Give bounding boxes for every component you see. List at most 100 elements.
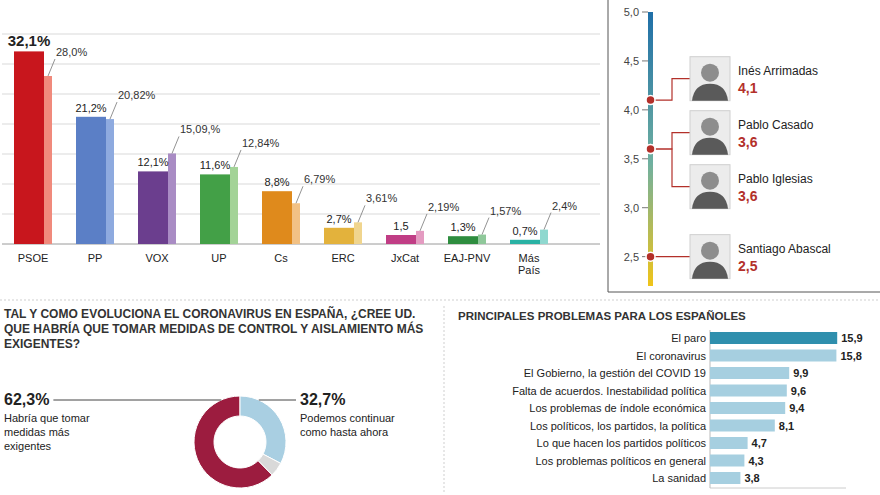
data-label: 15,8 — [840, 350, 861, 362]
category-label: Los problemas políticos en general — [535, 455, 706, 467]
category-label: Los políticos, los partidos, la política — [530, 420, 707, 432]
bar — [710, 367, 789, 379]
separator — [444, 306, 445, 492]
data-label: 2,5 — [738, 258, 758, 274]
photo-body — [692, 262, 728, 279]
category-label: JxCat — [391, 252, 419, 264]
photo-head — [701, 242, 719, 260]
axis-line — [710, 488, 846, 489]
dots — [646, 96, 655, 262]
leader-name: Santiago Abascal — [738, 242, 831, 256]
bar — [710, 402, 785, 414]
bar — [710, 437, 748, 449]
grid-line — [2, 94, 600, 95]
text-line: Podemos continuar — [300, 412, 395, 424]
data-label: 1,57% — [490, 205, 521, 217]
title: TAL Y COMO EVOLUCIONA EL CORONAVIRUS EN … — [4, 306, 423, 351]
text-line: EXIGENTES? — [4, 337, 80, 351]
bar — [354, 222, 362, 244]
category-label: Podemos continuar como hasta ahora — [300, 412, 395, 438]
bar — [262, 191, 292, 244]
data-label: 20,82% — [118, 89, 156, 101]
text-line: EAJ-PNV — [444, 252, 491, 264]
data-label: 3,61% — [366, 192, 397, 204]
photo-frame — [690, 111, 730, 155]
data-label: 2,7% — [326, 213, 351, 225]
separator — [0, 300, 880, 301]
category-label: VOX — [145, 252, 169, 264]
connector — [653, 133, 690, 149]
data-label: 32,7% — [300, 391, 345, 408]
photo-head — [701, 64, 719, 82]
text-line: como hasta ahora — [300, 426, 389, 438]
bar — [44, 76, 52, 244]
bar — [710, 455, 744, 467]
bar — [230, 167, 238, 244]
tick — [642, 109, 648, 110]
data-label: 2,19% — [428, 201, 459, 213]
panel-frame — [608, 292, 880, 293]
tick-label: 3,0 — [624, 202, 639, 214]
data-label: 8,1 — [779, 420, 794, 432]
photo-head — [701, 118, 719, 136]
tick — [642, 158, 648, 159]
stage: 32,1%21,2%12,1%11,6%8,8%2,7%1,51,3%0,7%2… — [0, 0, 880, 495]
text-line: UP — [211, 252, 226, 264]
data-label: 12,1% — [137, 156, 168, 168]
bar — [710, 472, 740, 484]
data-label: 3,8 — [744, 472, 759, 484]
data-label: 9,4 — [789, 402, 805, 414]
photo-body — [692, 138, 728, 155]
data-label: 12,84% — [242, 137, 280, 149]
text-line: VOX — [145, 252, 169, 264]
photo-frame — [690, 235, 730, 279]
leader-name: Pablo Casado — [738, 118, 814, 132]
text-line: medidas más — [4, 426, 70, 438]
data-label: 4,3 — [748, 455, 763, 467]
text-line: exigentes — [4, 440, 52, 452]
category-label: El coronavirus — [636, 350, 706, 362]
category-label: La sanidad — [652, 472, 706, 484]
title: PRINCIPALES PROBLEMAS PARA LOS ESPAÑOLES — [458, 310, 746, 322]
grid-line — [2, 64, 600, 65]
data-label: 4,7 — [752, 437, 767, 449]
leader-line — [234, 150, 241, 167]
text-line: QUE HABRÍA QUE TOMAR MEDIDAS DE CONTROL … — [4, 321, 423, 336]
leader-line — [482, 218, 489, 235]
leader-line — [48, 59, 55, 76]
dot — [646, 96, 655, 105]
leader-line — [172, 136, 179, 153]
category-label: Los problemas de índole económica — [529, 402, 707, 414]
category-label: ERC — [331, 252, 354, 264]
tick — [642, 12, 648, 13]
category-label: El paro — [671, 332, 706, 344]
photo-body — [692, 192, 728, 209]
text-line: Cs — [274, 252, 288, 264]
panel-frame — [608, 0, 609, 292]
category-label: PSOE — [18, 252, 49, 264]
data-label: 9,6 — [791, 385, 806, 397]
bar — [478, 235, 486, 244]
leader-line — [259, 400, 296, 401]
leader-line — [110, 102, 117, 119]
data-label: 0,7% — [512, 225, 537, 237]
bar — [14, 51, 44, 244]
bars — [14, 51, 548, 244]
bar — [710, 332, 837, 344]
bar — [416, 231, 424, 244]
bar — [106, 119, 114, 244]
data-label: 9,9 — [793, 367, 808, 379]
data-label: 3,6 — [738, 134, 758, 150]
text-line: PP — [88, 252, 103, 264]
bar — [200, 174, 230, 244]
connector — [653, 79, 690, 100]
leader-name: Inés Arrimadas — [738, 64, 818, 78]
bar — [448, 236, 478, 244]
text-line: JxCat — [391, 252, 419, 264]
slice — [258, 454, 281, 475]
data-label: 28,0% — [56, 46, 87, 58]
data-label: 3,6 — [738, 188, 758, 204]
data-label: 2,4% — [552, 200, 577, 212]
category-label: MásPaís — [518, 252, 541, 276]
tick-label: 4,0 — [624, 104, 639, 116]
